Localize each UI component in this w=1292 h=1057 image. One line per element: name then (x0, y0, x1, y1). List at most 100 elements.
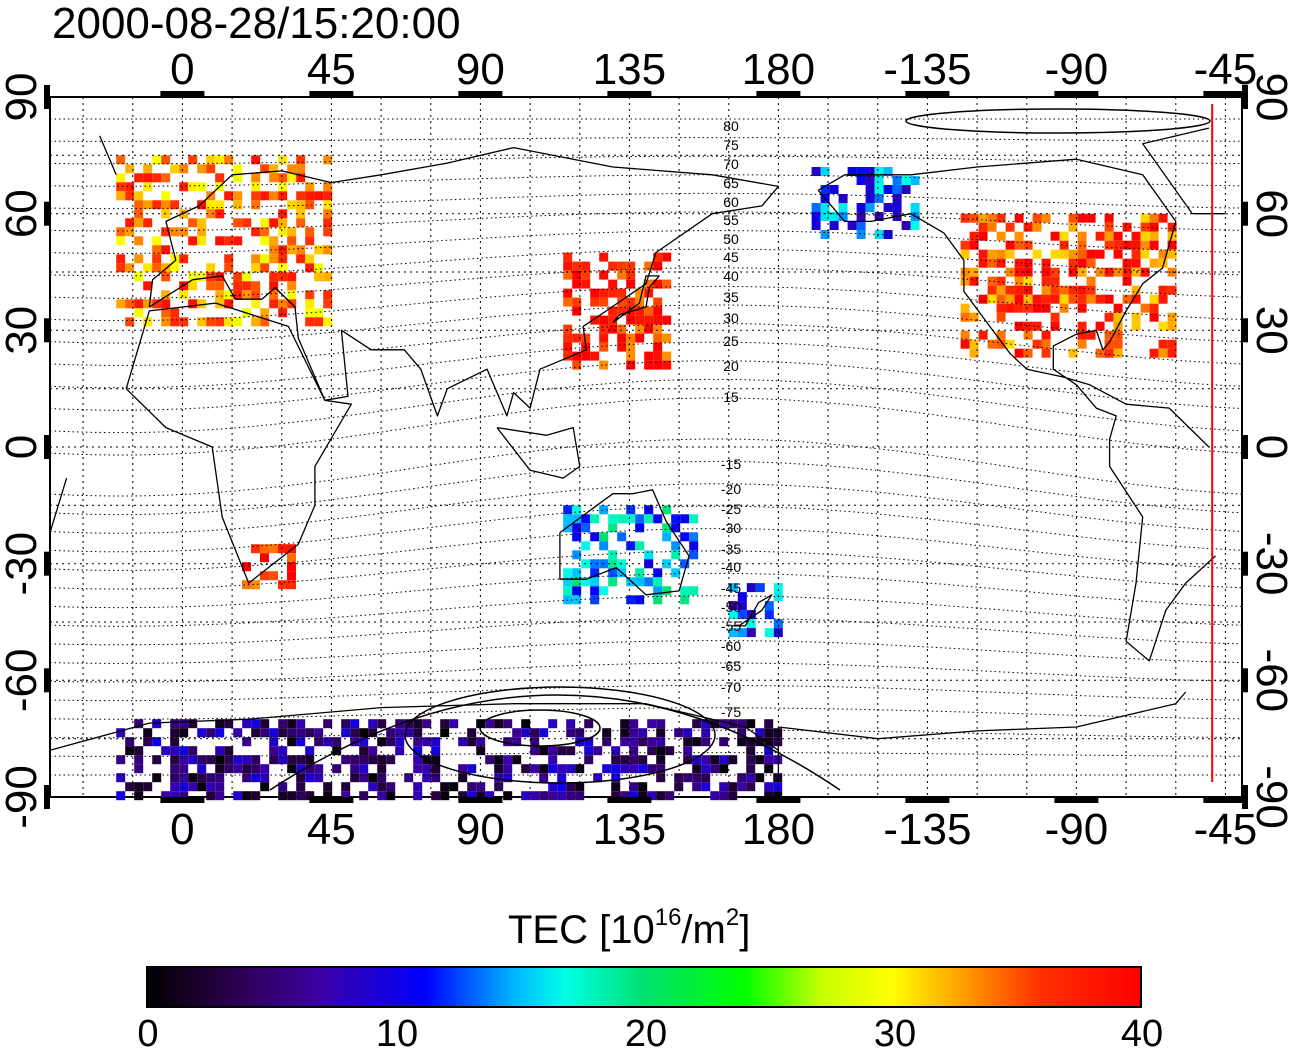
tec-cell (170, 254, 180, 264)
tec-cell (656, 719, 666, 729)
tec-cell (449, 719, 459, 729)
tec-cell (557, 764, 567, 774)
tec-cell (1086, 249, 1096, 259)
tec-cell (359, 728, 369, 738)
contour-line (49, 285, 1243, 322)
tec-cell (305, 299, 315, 309)
colorbar-tick-0: 0 (137, 1013, 159, 1055)
tec-cell (476, 782, 486, 792)
tec-cell (287, 719, 297, 729)
tec-cell (233, 728, 243, 738)
tec-cell (278, 173, 288, 183)
tec-cell (1131, 231, 1141, 241)
tec-cell (305, 236, 315, 246)
tec-cell (314, 263, 324, 273)
tec-cell (689, 532, 699, 542)
tec-cell (883, 167, 893, 176)
tec-cell (1068, 267, 1078, 277)
tec-cell (197, 764, 207, 774)
tec-cell (969, 240, 979, 250)
tec-cell (278, 254, 288, 264)
tec-cell (960, 339, 970, 349)
tec-cell (1005, 222, 1015, 232)
tec-cell (599, 541, 609, 551)
tec-cell (233, 755, 243, 765)
tec-cell (719, 719, 729, 729)
tec-cell (260, 218, 270, 228)
tec-cell (572, 360, 582, 370)
tec-cell (611, 782, 621, 792)
tec-cell (629, 719, 639, 729)
tec-cell (530, 728, 540, 738)
tec-cell (1068, 348, 1078, 358)
tec-cell (170, 317, 180, 327)
tec-cell (143, 782, 153, 792)
tec-cell (608, 523, 618, 533)
tec-cell (662, 279, 672, 289)
tec-cell (638, 764, 648, 774)
tec-cell (152, 737, 162, 747)
tec-cell (143, 263, 153, 273)
tec-cell (856, 203, 866, 212)
tec-cell (251, 191, 261, 201)
tec-cell (563, 324, 573, 334)
tec-cell (671, 550, 681, 560)
tec-cell (1167, 240, 1177, 250)
contour-label: -30 (721, 520, 741, 536)
tec-cell (599, 288, 609, 298)
tec-cell (314, 737, 324, 747)
tec-cell (874, 185, 884, 194)
tec-cell (341, 728, 351, 738)
tec-cell (305, 728, 315, 738)
tec-cell (710, 755, 720, 765)
border-tick-top (756, 91, 801, 97)
tec-cell (431, 737, 441, 747)
tec-cell (233, 764, 243, 774)
tec-cell (395, 737, 405, 747)
tec-cell (431, 791, 441, 801)
tec-cell (224, 236, 234, 246)
tec-cell (530, 737, 540, 747)
tec-cell (116, 155, 126, 165)
tec-cell (584, 719, 594, 729)
tec-cell (874, 176, 884, 185)
tec-cell (278, 218, 288, 228)
tec-cell (323, 272, 333, 282)
tec-cell (449, 782, 459, 792)
tec-cell (305, 290, 315, 300)
tec-cell (1050, 249, 1060, 259)
tec-cell (680, 586, 690, 596)
tec-cell (521, 764, 531, 774)
tec-cell (296, 209, 306, 219)
tec-cell (341, 782, 351, 792)
tec-cell (143, 218, 153, 228)
tec-cell (188, 272, 198, 282)
contour-label: -45 (721, 580, 741, 596)
tec-cell (143, 281, 153, 291)
tec-cell (1050, 276, 1060, 286)
tec-cell (856, 167, 866, 176)
tec-cell (1104, 294, 1114, 304)
tec-cell (1113, 231, 1123, 241)
tec-cell (152, 245, 162, 255)
border-tick-right (1242, 201, 1248, 226)
tec-cell (386, 782, 396, 792)
tec-cell (653, 577, 663, 587)
tec-cell (665, 791, 675, 801)
tec-cell (323, 182, 333, 192)
lat-label-right: -90 (1247, 765, 1292, 829)
tec-cell (233, 173, 243, 183)
tec-cell (838, 194, 848, 203)
contour-label: 25 (723, 333, 739, 349)
tec-cell (440, 782, 450, 792)
tec-cell (746, 628, 756, 638)
tec-cell (368, 773, 378, 783)
contour-label: -40 (721, 559, 741, 575)
border-tick-bottom (160, 797, 205, 803)
tec-cell (865, 176, 875, 185)
tec-cell (629, 746, 639, 756)
tec-cell (251, 155, 261, 165)
tec-cell (1149, 222, 1159, 232)
tec-cell (143, 200, 153, 210)
tec-cell (296, 728, 306, 738)
